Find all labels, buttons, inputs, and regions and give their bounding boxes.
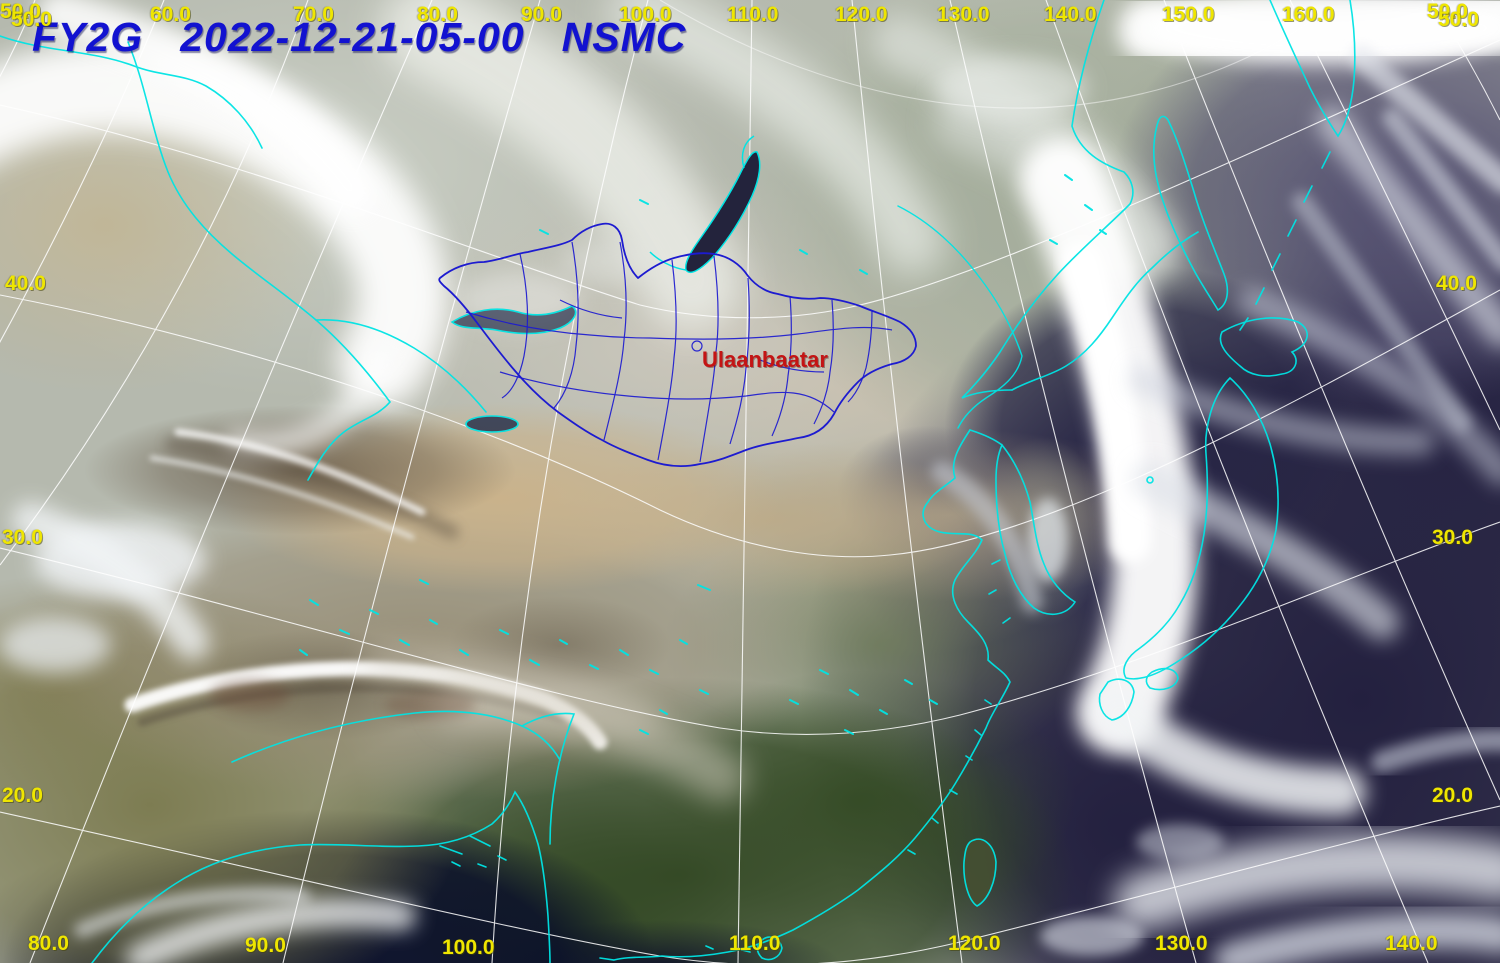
graticule-label: 50.0: [0, 0, 41, 23]
graticule-label: 120.0: [835, 3, 888, 26]
graticule-label: 150.0: [1162, 3, 1215, 26]
lake-baikal: [649, 135, 761, 274]
graticule-label: 60.0: [150, 3, 191, 26]
graticule-label: 30.0: [1432, 526, 1473, 549]
image-title: FY2G 2022-12-21-05-00 NSMC: [32, 14, 687, 60]
graticule-label: 110.0: [727, 3, 779, 26]
graticule-label: 90.0: [245, 934, 286, 957]
graticule-label: 120.0: [948, 932, 1001, 955]
graticule-label: 40.0: [5, 272, 46, 295]
graticule-label: 160.0: [1282, 3, 1335, 26]
mongolia-borders: [438, 222, 917, 467]
graticule-label: 20.0: [2, 784, 43, 807]
graticule-label: 50.0: [1427, 0, 1468, 23]
graticule-label: 80.0: [28, 932, 69, 955]
graticule-label: 100.0: [619, 3, 672, 26]
city-label-ulaanbaatar: Ulaanbaatar: [702, 347, 828, 372]
graticule-label: 40.0: [1436, 272, 1477, 295]
graticule-label: 30.0: [2, 526, 43, 549]
graticule-label: 140.0: [1044, 3, 1097, 26]
graticule-label: 50.0: [1438, 8, 1479, 31]
graticule-label: 130.0: [1155, 932, 1208, 955]
graticule-label: 70.0: [293, 3, 334, 26]
coastline-layer: [0, 0, 1356, 963]
graticule-label: 140.0: [1385, 932, 1438, 955]
graticule-label: 80.0: [417, 3, 458, 26]
graticule-label: 20.0: [1432, 784, 1473, 807]
graticule-label: 100.0: [442, 936, 495, 959]
graticule-label: 130.0: [937, 3, 990, 26]
graticule-label: 90.0: [521, 3, 562, 26]
graticule-label: 110.0: [729, 932, 781, 955]
graticule-label: 50.0: [11, 8, 52, 31]
